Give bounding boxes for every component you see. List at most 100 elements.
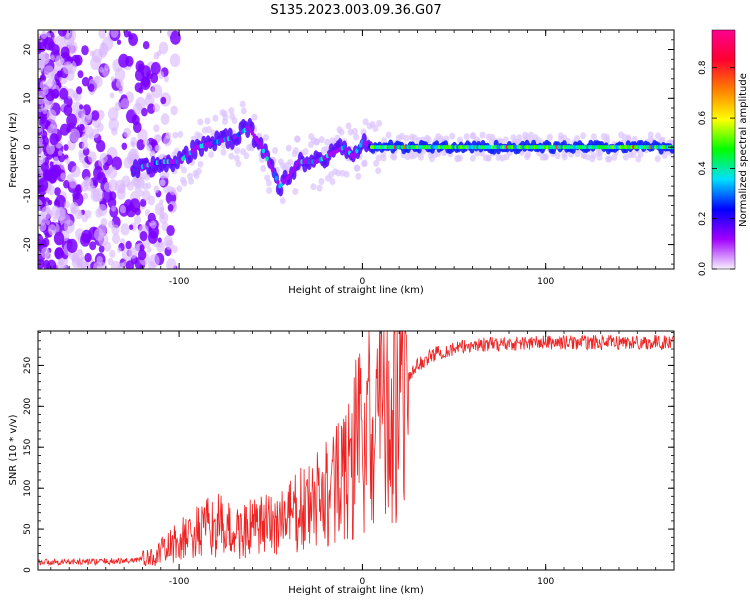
heatmap-cell [48,199,53,206]
heatmap-cell [240,107,247,115]
heatmap-cell [485,154,492,162]
heatmap-cell [425,136,432,144]
heatmap-cell [116,188,126,200]
heatmap-cell [38,258,45,269]
heatmap-cell [373,159,380,167]
snr-panel: -100 0 100 0 50 100 150 200 250 Height of straig… [8,330,675,596]
heatmap-cell [590,133,597,141]
heatmap-cell [66,238,78,253]
heatmap-cell [130,136,138,146]
heatmap-cell [54,187,61,196]
heatmap-cell [63,104,73,116]
heatmap-cell [155,134,162,142]
colorbar-tick-label: 0.2 [698,212,708,226]
heatmap-cell [372,125,379,132]
heatmap-cell [584,153,591,161]
heatmap-cell [59,87,69,100]
heatmap-cell [637,150,644,158]
heatmap-cell [285,144,292,152]
heatmap-cell [345,122,352,130]
heatmap-cell [151,84,163,99]
heatmap-cell [120,223,130,236]
heatmap-cell [223,128,229,140]
heatmap-cell [142,190,151,201]
heatmap-cell [158,71,165,80]
heatmap-cell [49,133,59,146]
heatmap-cell [177,130,184,138]
heatmap-cell [47,224,57,236]
heatmap-cell [38,51,49,66]
heatmap-cell [233,154,240,162]
heatmap-cell [170,30,181,45]
heatmap-cell [176,185,183,193]
heatmap-cell [274,175,278,181]
heatmap-cell [144,173,151,181]
heatmap-cell [88,83,95,92]
heatmap-cell [163,75,169,83]
heatmap-cell [181,179,188,187]
heatmap-cell [72,203,77,210]
heatmap-cell [147,103,156,114]
colorbar-ticks: 0.0 0.2 0.4 0.6 0.8 [698,60,735,276]
heatmap-cell [111,156,123,171]
y-tick-label: 100 [23,479,33,496]
heatmap-cell [129,198,141,213]
heatmap-cell [64,200,70,209]
heatmap-cell [38,136,43,145]
heatmap-cell [554,152,561,160]
heatmap-cell [140,65,151,79]
heatmap-cell [102,36,114,51]
heatmap-cell [561,153,568,161]
heatmap-cell [221,110,228,118]
heatmap-cell [84,252,92,263]
heatmap-cell [63,219,75,234]
heatmap-cell [100,42,105,48]
heatmap-cell [525,150,532,158]
snr-ticks: -100 0 100 0 50 100 150 200 250 [23,331,675,587]
heatmap-cell [46,143,55,155]
heatmap-cell [611,153,618,161]
heatmap-cell [57,30,68,37]
heatmap-cell [169,53,181,68]
heatmap-cell [45,219,51,226]
heatmap-cell [267,160,271,166]
heatmap-cell [260,144,264,150]
heatmap-cell [197,118,204,126]
heatmap-cell [66,113,77,128]
heatmap-cell [265,179,272,187]
colorbar-tick-label: 0.6 [698,111,708,126]
heatmap-cell [143,138,149,146]
heatmap-cell [40,75,45,81]
heatmap-cell [171,245,178,254]
y-tick-label: 10 [23,92,33,104]
heatmap-cell [148,224,159,239]
heatmap-cell [77,107,86,119]
heatmap-cell [136,139,145,151]
heatmap-cell [111,224,120,236]
heatmap-cell [279,197,286,205]
heatmap-cell [117,247,122,253]
y-tick-label: 250 [23,357,33,374]
heatmap-cell [111,233,121,244]
heatmap-cell [272,147,279,154]
heatmap-cell [654,155,661,163]
heatmap-cell [574,135,580,142]
heatmap-cell [91,110,100,121]
heatmap-cell [181,166,187,174]
heatmap-cell [125,260,135,269]
heatmap-cell [403,134,410,142]
heatmap-cell [39,143,44,149]
heatmap-cell [42,237,50,248]
heatmap-cell [42,107,48,115]
heatmap-cell [107,166,118,179]
heatmap-cell [53,231,65,246]
heatmap-cell [234,147,241,155]
heatmap-cell [69,128,80,143]
heatmap-cell [57,70,62,77]
heatmap-cell [82,192,89,200]
heatmap-cell [479,131,486,139]
heatmap-cell [49,161,54,167]
heatmap-cell [125,109,137,124]
